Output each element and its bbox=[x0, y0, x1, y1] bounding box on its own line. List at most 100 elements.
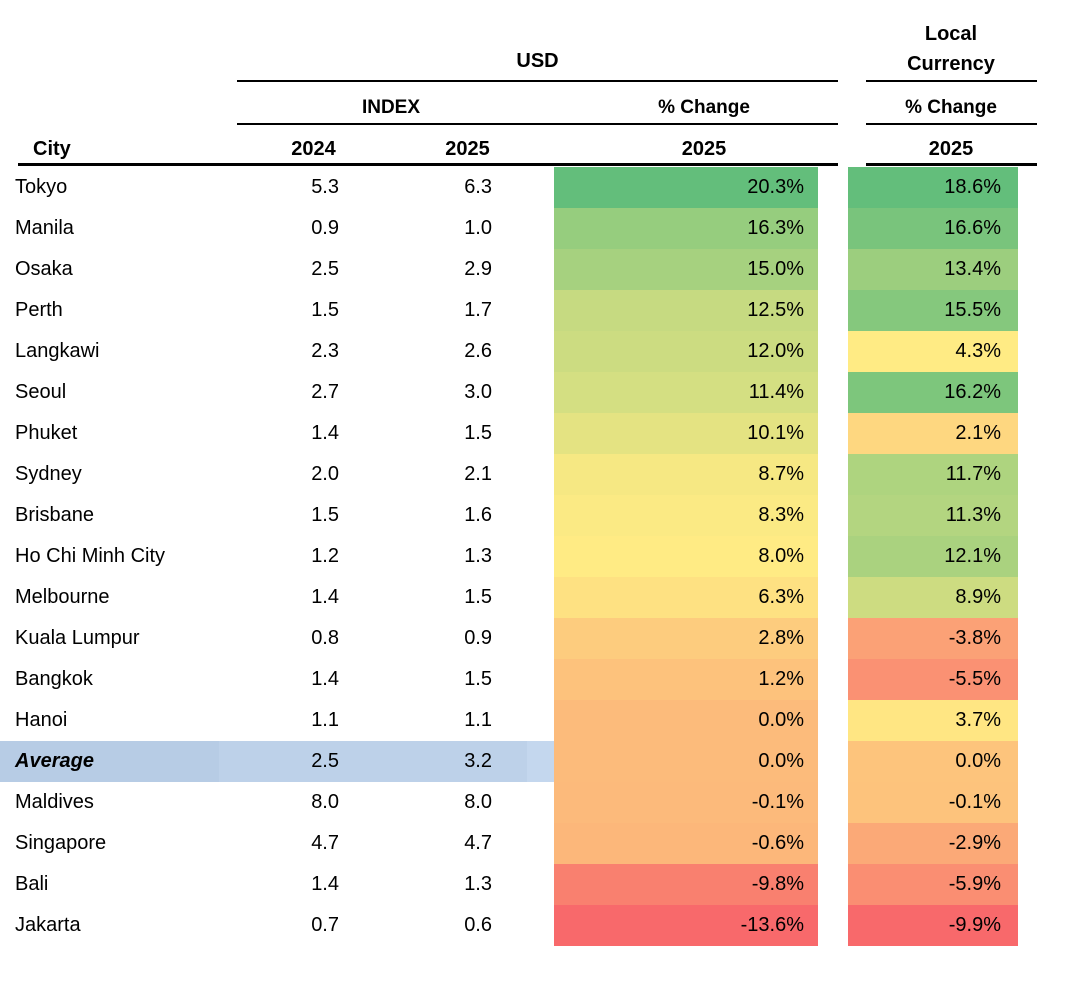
table-row: Tokyo 5.3 6.3 20.3% 18.6% bbox=[0, 167, 1065, 208]
column-gap bbox=[818, 331, 848, 372]
usd-index-2024-cell: 1.5 bbox=[311, 299, 339, 321]
city-cell: Perth bbox=[15, 299, 63, 321]
usd-pct-change-cell: 0.0% bbox=[554, 700, 818, 741]
index-spacer-cell bbox=[527, 659, 554, 700]
column-gap bbox=[818, 208, 848, 249]
local-pct-change-cell: 16.6% bbox=[848, 208, 1018, 249]
usd-pct-change-cell: 12.0% bbox=[554, 331, 818, 372]
index-spacer-cell bbox=[527, 782, 554, 823]
local-pct-change-cell: -9.9% bbox=[848, 905, 1018, 946]
city-cell: Manila bbox=[15, 217, 74, 239]
table-row: Bali 1.4 1.3 -9.8% -5.9% bbox=[0, 864, 1065, 905]
column-gap bbox=[818, 167, 848, 208]
usd-index-2024-cell: 1.5 bbox=[311, 504, 339, 526]
index-spacer-cell bbox=[527, 208, 554, 249]
usd-pct-change-cell: -13.6% bbox=[554, 905, 818, 946]
usd-index-2025-cell: 1.3 bbox=[464, 873, 492, 895]
usd-index-2025-cell: 2.1 bbox=[464, 463, 492, 485]
table-row: Osaka 2.5 2.9 15.0% 13.4% bbox=[0, 249, 1065, 290]
column-gap bbox=[818, 618, 848, 659]
city-cell: Langkawi bbox=[15, 340, 100, 362]
local-pct-change-cell: 16.2% bbox=[848, 372, 1018, 413]
table-row: Jakarta 0.7 0.6 -13.6% -9.9% bbox=[0, 905, 1065, 946]
table-row: Sydney 2.0 2.1 8.7% 11.7% bbox=[0, 454, 1065, 495]
usd-index-2025-cell: 1.7 bbox=[464, 299, 492, 321]
column-gap bbox=[818, 249, 848, 290]
usd-index-2024-cell: 1.2 bbox=[311, 545, 339, 567]
usd-index-2024-cell: 2.5 bbox=[219, 741, 372, 782]
local-currency-line2: Currency bbox=[907, 53, 995, 75]
city-cell: Phuket bbox=[15, 422, 78, 444]
usd-pct-change-cell: 2.8% bbox=[554, 618, 818, 659]
year-2024-column-header: 2024 bbox=[291, 138, 336, 160]
table-row: Maldives 8.0 8.0 -0.1% -0.1% bbox=[0, 782, 1065, 823]
usd-group-underline bbox=[237, 80, 838, 82]
index-spacer-cell bbox=[527, 290, 554, 331]
usd-index-2025-cell: 1.5 bbox=[464, 668, 492, 690]
column-gap bbox=[818, 905, 848, 946]
index-spacer-cell bbox=[527, 700, 554, 741]
column-gap bbox=[818, 741, 848, 782]
local-pct-change-cell: 4.3% bbox=[848, 331, 1018, 372]
local-currency-line1: Local bbox=[924, 23, 978, 45]
local-pct-change-cell: 12.1% bbox=[848, 536, 1018, 577]
usd-index-2024-cell: 2.0 bbox=[311, 463, 339, 485]
usd-pct-change-cell: 8.7% bbox=[554, 454, 818, 495]
table-row: Ho Chi Minh City 1.2 1.3 8.0% 12.1% bbox=[0, 536, 1065, 577]
usd-pct-change-cell: -0.1% bbox=[554, 782, 818, 823]
city-cell: Hanoi bbox=[15, 709, 68, 731]
usd-index-2025-cell: 3.0 bbox=[464, 381, 492, 403]
usd-index-2024-cell: 1.4 bbox=[311, 668, 339, 690]
usd-index-2024-cell: 4.7 bbox=[311, 832, 339, 854]
table-row: Manila 0.9 1.0 16.3% 16.6% bbox=[0, 208, 1065, 249]
usd-pct-change-cell: 6.3% bbox=[554, 577, 818, 618]
index-spacer-cell bbox=[527, 331, 554, 372]
usd-pct-change-cell: 20.3% bbox=[554, 167, 818, 208]
column-gap bbox=[818, 290, 848, 331]
usd-index-2024-cell: 5.3 bbox=[311, 176, 339, 198]
usd-index-2024-cell: 0.7 bbox=[311, 914, 339, 936]
city-cell: Maldives bbox=[15, 791, 94, 813]
usd-pct-change-cell: 11.4% bbox=[554, 372, 818, 413]
index-spacer-cell bbox=[527, 618, 554, 659]
column-gap bbox=[818, 700, 848, 741]
city-cell: Singapore bbox=[15, 832, 107, 854]
column-gap bbox=[818, 495, 848, 536]
header-bottom-rule-left bbox=[18, 163, 838, 166]
index-spacer-cell bbox=[527, 741, 554, 782]
index-spacer-cell bbox=[527, 577, 554, 618]
index-subheader: INDEX bbox=[361, 97, 421, 118]
usd-pct-year-column-header: 2025 bbox=[681, 138, 727, 160]
table-row: Phuket 1.4 1.5 10.1% 2.1% bbox=[0, 413, 1065, 454]
usd-pct-change-cell: 10.1% bbox=[554, 413, 818, 454]
usd-index-2025-cell: 1.3 bbox=[464, 545, 492, 567]
local-pct-change-cell: -0.1% bbox=[848, 782, 1018, 823]
usd-index-2024-cell: 2.7 bbox=[311, 381, 339, 403]
city-cell: Sydney bbox=[15, 463, 82, 485]
usd-index-2024-cell: 0.9 bbox=[311, 217, 339, 239]
usd-pct-change-cell: 8.3% bbox=[554, 495, 818, 536]
usd-index-2024-cell: 1.4 bbox=[311, 586, 339, 608]
city-cell: Jakarta bbox=[15, 914, 81, 936]
local-pct-change-cell: 2.1% bbox=[848, 413, 1018, 454]
city-cell: Bangkok bbox=[15, 668, 93, 690]
table-row: Hanoi 1.1 1.1 0.0% 3.7% bbox=[0, 700, 1065, 741]
index-spacer-cell bbox=[527, 536, 554, 577]
local-pct-change-cell: -3.8% bbox=[848, 618, 1018, 659]
local-pct-change-cell: 0.0% bbox=[848, 741, 1018, 782]
local-pct-change-cell: 8.9% bbox=[848, 577, 1018, 618]
usd-index-2025-cell: 0.9 bbox=[464, 627, 492, 649]
city-cell: Melbourne bbox=[15, 586, 110, 608]
year-2025-column-header: 2025 bbox=[445, 138, 490, 160]
index-spacer-cell bbox=[527, 167, 554, 208]
index-spacer-cell bbox=[527, 413, 554, 454]
usd-index-2025-cell: 2.6 bbox=[464, 340, 492, 362]
usd-subheader-underline bbox=[237, 123, 838, 125]
header-bottom-rule-right bbox=[866, 163, 1037, 166]
local-currency-group-header: Local Currency bbox=[866, 19, 1036, 79]
index-spacer-cell bbox=[527, 454, 554, 495]
usd-index-2025-cell: 1.5 bbox=[464, 422, 492, 444]
usd-index-2025-cell: 0.6 bbox=[464, 914, 492, 936]
city-column-header: City bbox=[33, 138, 71, 160]
